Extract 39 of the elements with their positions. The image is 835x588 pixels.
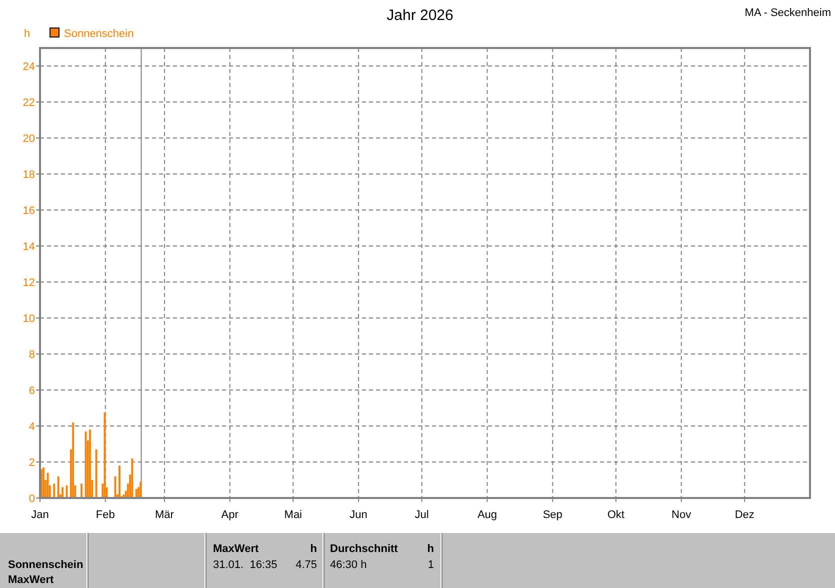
- x-tick-label: Apr: [221, 509, 239, 521]
- text: 4.75: [296, 559, 317, 571]
- x-tick-label: Nov: [672, 509, 692, 521]
- y-tick-label: 4: [28, 420, 35, 433]
- text: 31.01. 16:35: [213, 559, 278, 571]
- legend-label: Sonnenschein: [64, 28, 134, 40]
- x-tick-label: Aug: [477, 509, 498, 521]
- text: h: [427, 543, 434, 555]
- y-axis-title: h: [24, 28, 30, 40]
- x-tick-label: Mär: [154, 509, 174, 521]
- x-tick-label: Dez: [734, 509, 754, 521]
- text: MaxWert: [8, 574, 54, 586]
- y-tick-label: 18: [22, 168, 35, 181]
- text: h: [310, 543, 318, 555]
- y-tick-label: 0: [28, 492, 35, 505]
- text: Durchschnitt: [330, 543, 398, 555]
- y-tick-label: 6: [28, 384, 35, 397]
- y-tick-label: 12: [22, 276, 35, 289]
- x-tick-label: Okt: [607, 509, 624, 521]
- text: 46:30 h: [330, 559, 367, 571]
- chart-title: Jahr 2026: [386, 7, 454, 24]
- text: Sonnenschein: [8, 559, 84, 571]
- text: 1: [428, 559, 434, 571]
- y-tick-label: 24: [22, 60, 35, 73]
- y-tick-label: 14: [22, 240, 35, 253]
- x-tick-label: Sep: [542, 509, 562, 521]
- y-tick-label: 10: [22, 312, 35, 325]
- chart-subtitle: MA - Seckenheim: [744, 7, 831, 19]
- x-tick-label: Jun: [350, 509, 368, 521]
- x-tick-label: Mai: [284, 509, 302, 521]
- y-tick-label: 16: [22, 204, 35, 217]
- x-tick-label: Jan: [31, 509, 49, 521]
- x-tick-label: Feb: [96, 509, 115, 521]
- y-tick-label: 20: [22, 132, 35, 145]
- y-tick-label: 8: [28, 348, 35, 361]
- y-tick-label: 22: [22, 96, 35, 109]
- y-tick-label: 2: [28, 456, 35, 469]
- x-tick-label: Jul: [414, 509, 429, 521]
- text: MaxWert: [213, 543, 259, 555]
